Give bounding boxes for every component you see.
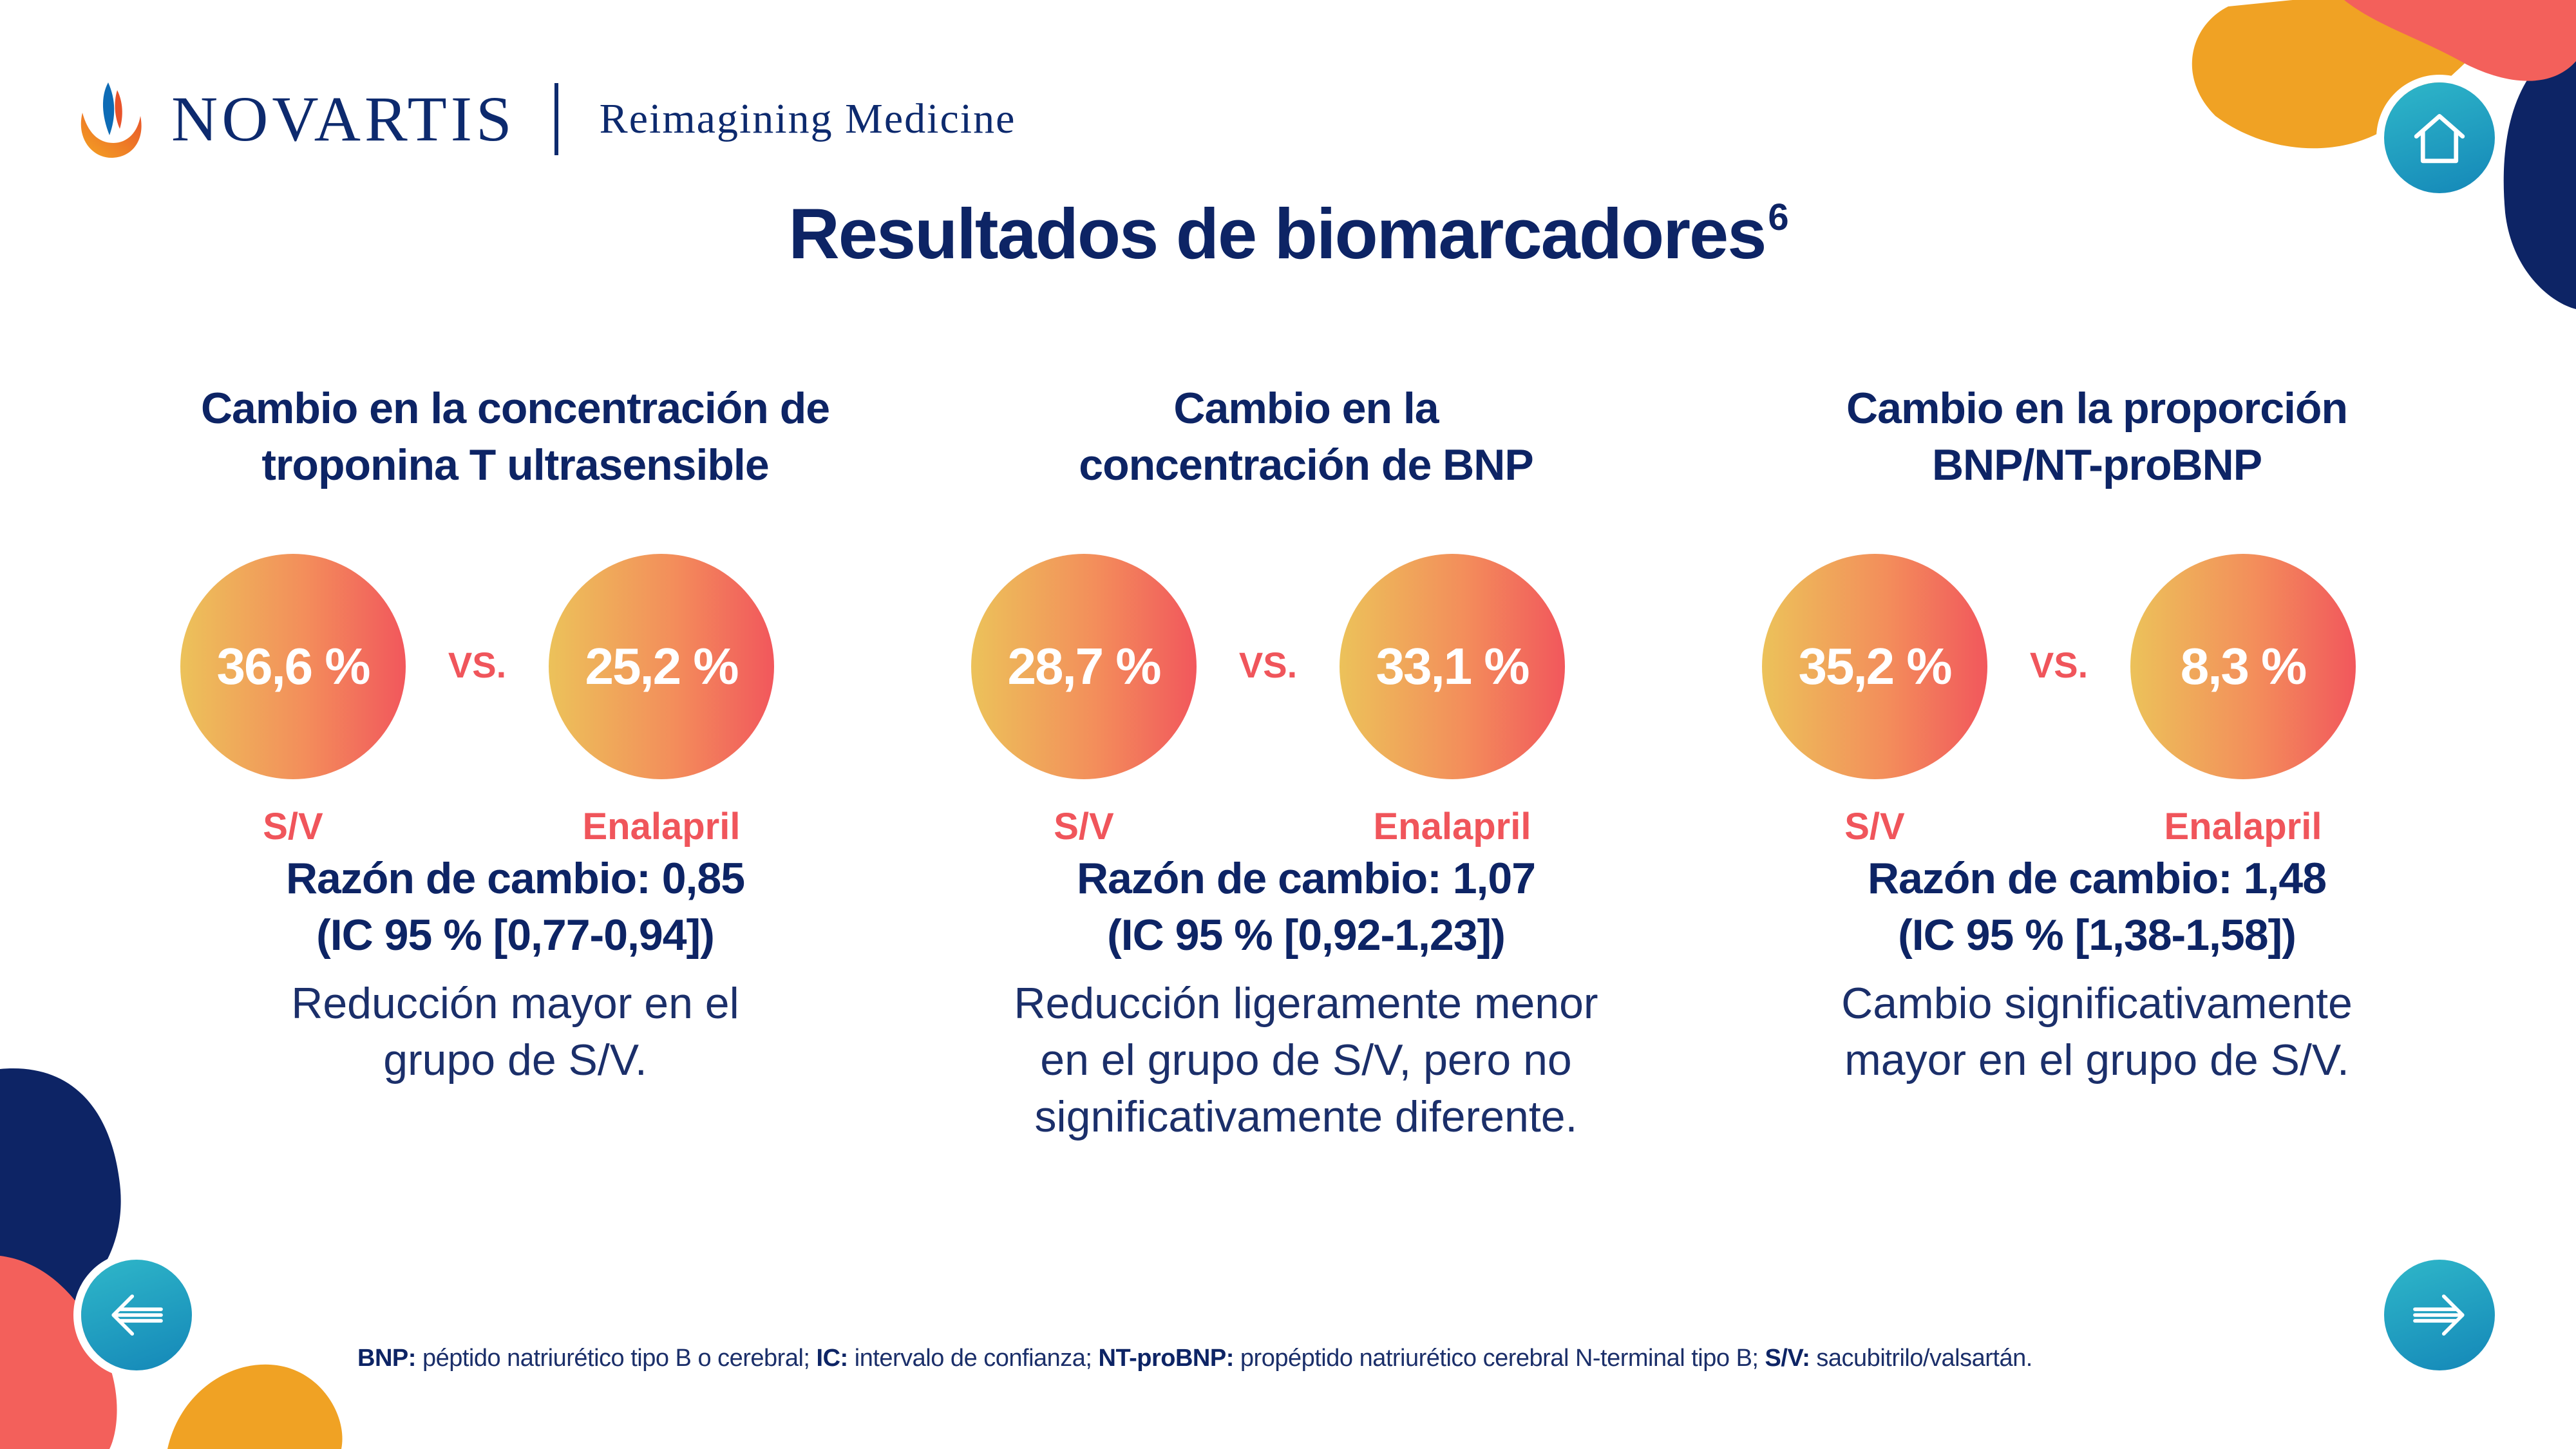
description-line: significativamente diferente.: [1034, 1092, 1578, 1141]
footnote-term: IC:: [816, 1345, 849, 1372]
novartis-logo: NOVARTIS Reimagining Medicine: [76, 71, 1016, 167]
footnote-term: NT-proBNP:: [1098, 1345, 1235, 1372]
result-description: Reducción ligeramente menor en el grupo …: [945, 975, 1667, 1145]
vs-label: VS.: [1238, 645, 1298, 685]
column-title-line: Cambio en la: [1173, 384, 1439, 433]
description-line: grupo de S/V.: [383, 1036, 647, 1084]
column-title: Cambio en la concentración de troponina …: [155, 380, 876, 496]
abbreviations-footnote: BNP: péptido natriurético tipo B o cereb…: [357, 1345, 2032, 1372]
ratio-of-change: Razón de cambio: 1,07 (IC 95 % [0,92-1,2…: [945, 850, 1667, 963]
enalapril-value-circle: 33,1 %: [1340, 554, 1565, 779]
description-line: Cambio significativamente: [1841, 979, 2353, 1028]
result-description: Cambio significativamente mayor en el gr…: [1736, 975, 2458, 1088]
enalapril-label: Enalapril: [582, 806, 741, 848]
column-title-line: Cambio en la concentración de: [200, 384, 830, 433]
enalapril-label: Enalapril: [2164, 806, 2322, 848]
page-title-reference: 6: [1768, 196, 1788, 238]
ratio-of-change: Razón de cambio: 0,85 (IC 95 % [0,77-0,9…: [155, 850, 876, 963]
blob-bottom-left-orange: [167, 1364, 343, 1449]
footnote-term: BNP:: [357, 1345, 416, 1372]
column-title-line: Cambio en la proporción: [1846, 384, 2348, 433]
biomarker-column-bnp: Cambio en la concentración de BNP 28,7 %…: [945, 380, 1667, 1145]
column-title-line: troponina T ultrasensible: [261, 440, 769, 489]
description-line: mayor en el grupo de S/V.: [1844, 1036, 2349, 1084]
footnote-definition: intervalo de confianza;: [848, 1345, 1099, 1372]
description-line: Reducción mayor en el: [291, 979, 739, 1028]
previous-button[interactable]: [81, 1260, 192, 1370]
enalapril-value-circle: 8,3 %: [2130, 554, 2356, 779]
column-title: Cambio en la proporción BNP/NT-proBNP: [1736, 380, 2458, 496]
footnote-term: S/V:: [1765, 1345, 1810, 1372]
next-button[interactable]: [2384, 1260, 2495, 1370]
page-title-text: Resultados de biomarcadores: [788, 194, 1766, 274]
vs-label: VS.: [448, 645, 507, 685]
biomarker-column-bnp-ntprobnp: Cambio en la proporción BNP/NT-proBNP 35…: [1736, 380, 2458, 1088]
ratio-line: Razón de cambio: 1,07: [1076, 854, 1536, 903]
ratio-line: Razón de cambio: 1,48: [1867, 854, 2327, 903]
enalapril-label: Enalapril: [1373, 806, 1531, 848]
sv-label: S/V: [1844, 806, 1905, 848]
sv-label: S/V: [1054, 806, 1114, 848]
ratio-of-change: Razón de cambio: 1,48 (IC 95 % [1,38-1,5…: [1736, 850, 2458, 963]
comparison-circles: 36,6 % VS. 25,2 % S/V Enalapril: [155, 554, 876, 848]
brand-tagline: Reimagining Medicine: [599, 95, 1016, 142]
description-line: en el grupo de S/V, pero no: [1040, 1036, 1572, 1084]
home-icon: [2414, 114, 2465, 164]
footnote-definition: péptido natriurético tipo B o cerebral;: [415, 1345, 817, 1372]
column-title: Cambio en la concentración de BNP: [945, 380, 1667, 496]
confidence-interval: (IC 95 % [0,77-0,94]): [316, 911, 715, 960]
confidence-interval: (IC 95 % [0,92-1,23]): [1107, 911, 1506, 960]
footnote-definition: propéptido natriurético cerebral N-termi…: [1233, 1345, 1765, 1372]
vs-label: VS.: [2029, 645, 2088, 685]
page-title: Resultados de biomarcadores6: [0, 193, 2576, 275]
description-line: Reducción ligeramente menor: [1014, 979, 1598, 1028]
sv-label: S/V: [263, 806, 323, 848]
arrow-left-icon: [111, 1294, 163, 1336]
biomarker-column-troponin: Cambio en la concentración de troponina …: [155, 380, 876, 1088]
novartis-flame-icon: [80, 82, 142, 158]
arrow-right-icon: [2413, 1294, 2465, 1336]
column-title-line: concentración de BNP: [1079, 440, 1534, 489]
confidence-interval: (IC 95 % [1,38-1,58]): [1898, 911, 2297, 960]
comparison-circles: 28,7 % VS. 33,1 % S/V Enalapril: [945, 554, 1667, 848]
home-button[interactable]: [2384, 82, 2495, 193]
sv-value-circle: 36,6 %: [180, 554, 406, 779]
enalapril-value-circle: 25,2 %: [549, 554, 774, 779]
result-description: Reducción mayor en el grupo de S/V.: [155, 975, 876, 1088]
sv-value-circle: 35,2 %: [1762, 554, 1987, 779]
footnote-definition: sacubitrilo/valsartán.: [1810, 1345, 2032, 1372]
ratio-line: Razón de cambio: 0,85: [285, 854, 745, 903]
brand-name: NOVARTIS: [171, 83, 516, 155]
blob-top-right-coral: [2344, 0, 2576, 81]
sv-value-circle: 28,7 %: [971, 554, 1197, 779]
column-title-line: BNP/NT-proBNP: [1931, 440, 2262, 489]
logo-divider: [554, 83, 558, 155]
comparison-circles: 35,2 % VS. 8,3 % S/V Enalapril: [1736, 554, 2458, 848]
